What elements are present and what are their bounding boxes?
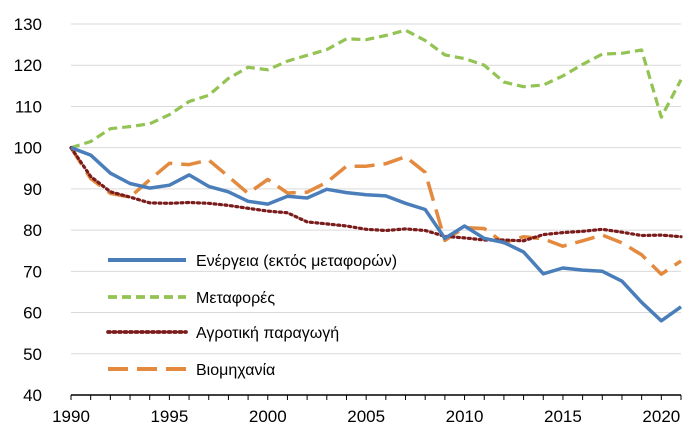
series-line-3: [69, 146, 682, 276]
y-tick-label: 130: [14, 15, 42, 34]
y-tick-label: 70: [23, 262, 42, 281]
y-tick-label: 120: [14, 56, 42, 75]
series-line-2: [69, 146, 683, 243]
x-tick-label: 2010: [446, 407, 484, 426]
x-tick-label: 1990: [52, 407, 90, 426]
legend-label-2: Αγροτική παραγωγή: [196, 325, 339, 342]
legend-label-3: Βιομηχανία: [196, 362, 275, 379]
y-axis-tick-labels: 40 50 60 70 80 90 100 110 120 130: [14, 15, 42, 405]
series-line-0: [70, 146, 683, 323]
x-tick-label: 2005: [347, 407, 385, 426]
series-lines: [69, 28, 683, 323]
y-tick-label: 110: [15, 97, 42, 116]
x-tick-label: 1995: [150, 407, 188, 426]
y-tick-label: 50: [23, 345, 42, 364]
y-tick-label: 40: [23, 386, 42, 405]
x-tick-label: 2020: [642, 407, 680, 426]
x-tick-label: 2015: [544, 407, 582, 426]
legend-label-1: Μεταφορές: [196, 290, 275, 307]
y-tick-label: 80: [23, 221, 42, 240]
y-tick-label: 100: [14, 139, 42, 158]
y-tick-label: 90: [23, 180, 42, 199]
gridlines: [71, 23, 681, 355]
x-axis: 1990 1995 2000 2005 2010 2015 2020: [52, 394, 682, 426]
legend-label-0: Ενέργεια (εκτός μεταφορών): [196, 253, 397, 270]
x-tick-label: 2000: [249, 407, 287, 426]
series-line-1: [70, 28, 683, 150]
legend: Ενέργεια (εκτός μεταφορών) Μεταφορές Αγροτ…: [106, 253, 397, 379]
y-tick-label: 60: [23, 304, 42, 323]
